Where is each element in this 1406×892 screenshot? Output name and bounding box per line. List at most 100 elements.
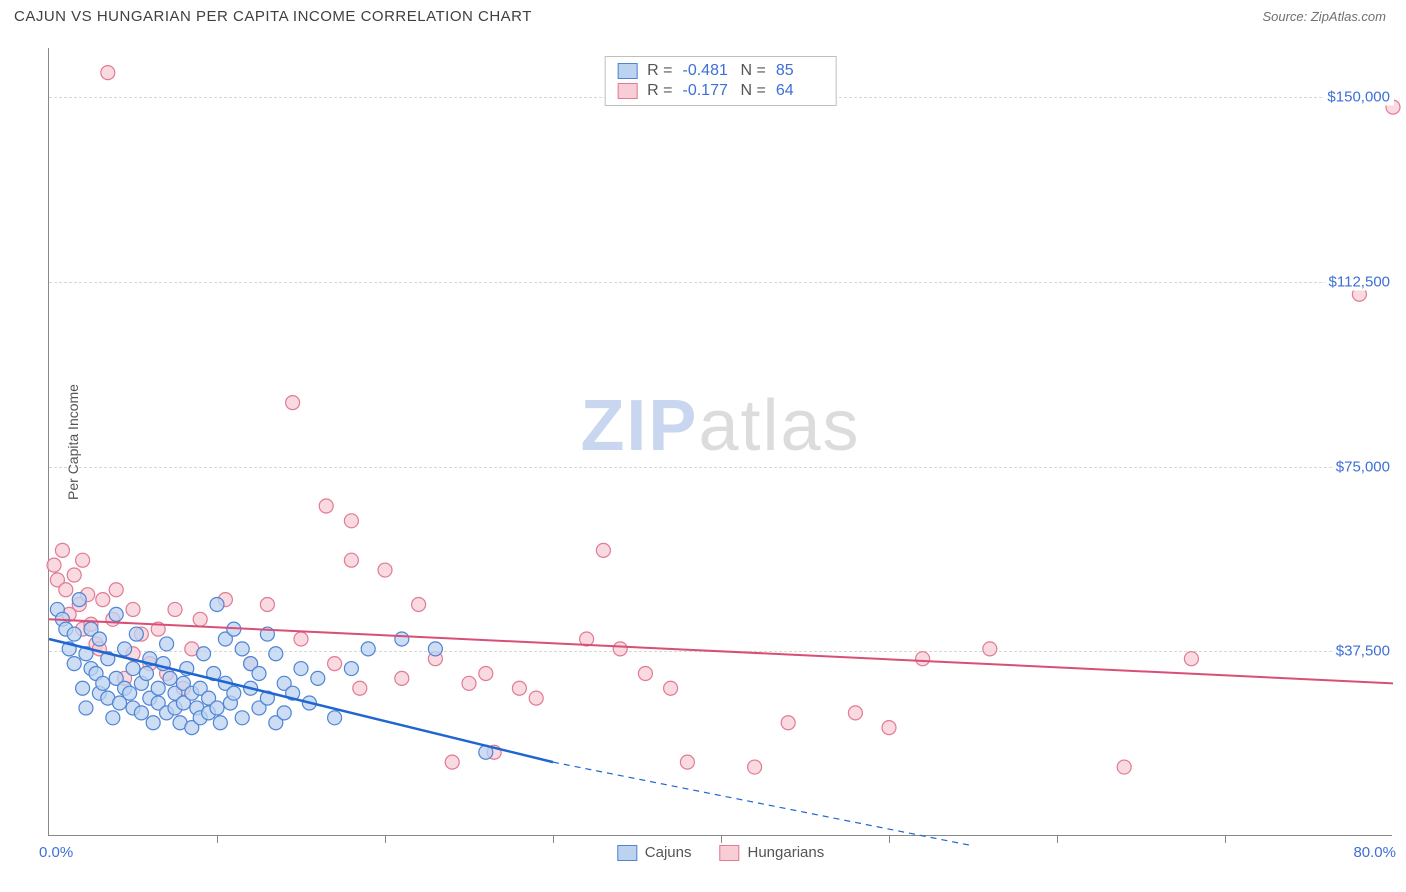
scatter-point-cajuns [328,711,342,725]
scatter-point-hungarians [319,499,333,513]
scatter-point-cajuns [213,716,227,730]
r-label: R = [647,82,672,100]
legend: Cajuns Hungarians [617,844,824,861]
source-label: Source: ZipAtlas.com [1262,9,1386,24]
scatter-point-cajuns [146,716,160,730]
scatter-point-hungarians [916,652,930,666]
scatter-point-cajuns [129,627,143,641]
scatter-point-hungarians [882,721,896,735]
legend-item-hungarians: Hungarians [719,844,824,861]
scatter-point-hungarians [47,558,61,572]
x-axis-start-label: 0.0% [39,844,73,861]
scatter-point-hungarians [344,514,358,528]
scatter-point-cajuns [210,701,224,715]
n-label: N = [741,62,766,80]
swatch-hungarians [617,83,637,99]
trendline-cajuns-dashed [553,762,973,846]
scatter-point-cajuns [395,632,409,646]
scatter-point-hungarians [983,642,997,656]
scatter-point-cajuns [134,706,148,720]
scatter-point-cajuns [227,686,241,700]
scatter-point-cajuns [235,642,249,656]
scatter-point-cajuns [126,662,140,676]
chart-plot-area: Per Capita Income ZIPatlas R = -0.481 N … [48,48,1392,836]
legend-item-cajuns: Cajuns [617,844,692,861]
scatter-point-cajuns [428,642,442,656]
scatter-point-cajuns [106,711,120,725]
correlation-stats-box: R = -0.481 N = 85 R = -0.177 N = 64 [604,56,837,106]
x-tick [385,835,386,843]
scatter-point-cajuns [79,701,93,715]
scatter-point-cajuns [361,642,375,656]
scatter-point-hungarians [664,681,678,695]
scatter-point-hungarians [260,598,274,612]
scatter-point-hungarians [638,666,652,680]
legend-label-hungarians: Hungarians [747,844,824,861]
scatter-point-cajuns [311,671,325,685]
scatter-point-hungarians [286,396,300,410]
scatter-point-cajuns [344,662,358,676]
x-tick [721,835,722,843]
scatter-point-hungarians [596,543,610,557]
scatter-point-hungarians [96,593,110,607]
scatter-point-cajuns [235,711,249,725]
scatter-point-hungarians [781,716,795,730]
scatter-point-cajuns [67,657,81,671]
scatter-point-cajuns [96,676,110,690]
stats-row-cajuns: R = -0.481 N = 85 [617,61,824,81]
scatter-point-hungarians [101,66,115,80]
scatter-point-cajuns [67,627,81,641]
legend-label-cajuns: Cajuns [645,844,692,861]
scatter-point-hungarians [294,632,308,646]
scatter-point-hungarians [462,676,476,690]
scatter-point-hungarians [512,681,526,695]
chart-title: CAJUN VS HUNGARIAN PER CAPITA INCOME COR… [14,8,532,25]
scatter-point-hungarians [67,568,81,582]
swatch-cajuns [617,845,637,861]
scatter-point-cajuns [92,632,106,646]
scatter-point-hungarians [748,760,762,774]
scatter-point-hungarians [193,612,207,626]
stats-row-hungarians: R = -0.177 N = 64 [617,81,824,101]
scatter-point-hungarians [445,755,459,769]
y-tick-label: $150,000 [1323,89,1394,106]
r-value-cajuns: -0.481 [683,62,731,80]
scatter-point-hungarians [168,602,182,616]
n-value-hungarians: 64 [776,82,824,100]
n-label: N = [741,82,766,100]
scatter-point-cajuns [123,686,137,700]
scatter-point-cajuns [118,642,132,656]
scatter-point-cajuns [139,666,153,680]
x-tick [1057,835,1058,843]
scatter-point-hungarians [1117,760,1131,774]
scatter-point-cajuns [197,647,211,661]
x-tick [553,835,554,843]
scatter-point-hungarians [613,642,627,656]
x-tick [1225,835,1226,843]
scatter-point-cajuns [277,706,291,720]
swatch-cajuns [617,63,637,79]
chart-svg [49,48,1392,835]
scatter-point-hungarians [395,671,409,685]
scatter-point-hungarians [55,543,69,557]
scatter-point-cajuns [109,607,123,621]
r-value-hungarians: -0.177 [683,82,731,100]
scatter-point-cajuns [210,598,224,612]
scatter-point-cajuns [72,593,86,607]
scatter-point-hungarians [412,598,426,612]
scatter-point-hungarians [59,583,73,597]
scatter-point-cajuns [294,662,308,676]
swatch-hungarians [719,845,739,861]
scatter-point-cajuns [76,681,90,695]
scatter-point-hungarians [479,666,493,680]
scatter-point-cajuns [160,637,174,651]
scatter-point-hungarians [109,583,123,597]
x-axis-end-label: 80.0% [1353,844,1396,861]
scatter-point-hungarians [328,657,342,671]
scatter-point-cajuns [269,647,283,661]
scatter-point-cajuns [151,681,165,695]
scatter-point-hungarians [378,563,392,577]
y-tick-label: $37,500 [1332,643,1394,660]
n-value-cajuns: 85 [776,62,824,80]
scatter-point-cajuns [163,671,177,685]
